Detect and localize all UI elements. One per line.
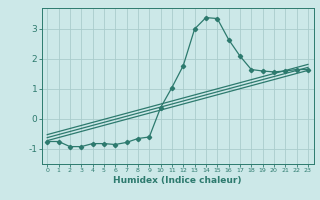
X-axis label: Humidex (Indice chaleur): Humidex (Indice chaleur) bbox=[113, 176, 242, 185]
